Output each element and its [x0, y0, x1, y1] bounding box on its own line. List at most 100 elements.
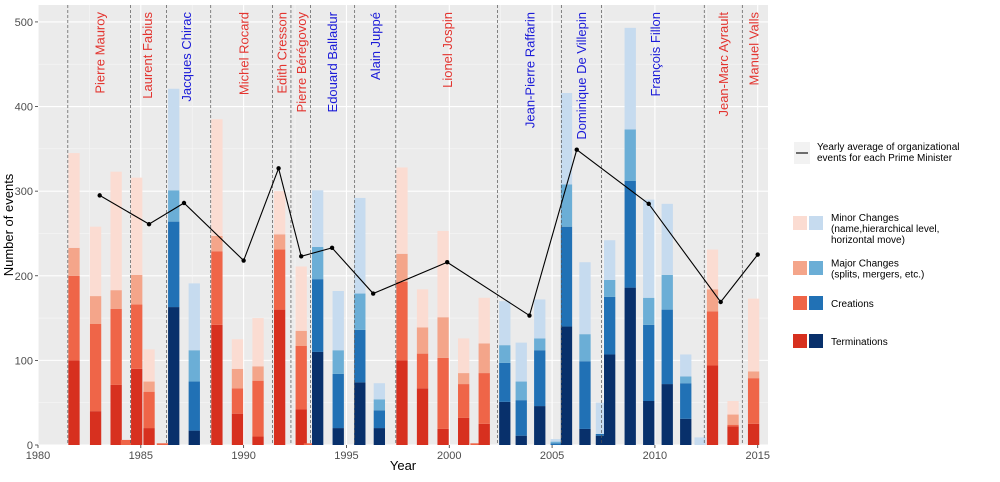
- bar-segment-minor-change: [143, 349, 155, 382]
- bar-segment-creation: [515, 400, 527, 436]
- x-axis-title: Year: [390, 458, 417, 473]
- bar-segment-major-change: [143, 381, 155, 392]
- bar-segment-termination: [624, 287, 636, 445]
- average-point: [574, 147, 579, 152]
- bar-segment-minor-change: [416, 289, 429, 328]
- x-tick-label: 2005: [540, 450, 564, 462]
- pm-label: Alain Juppé: [368, 12, 383, 80]
- legend-item-label: Terminations: [831, 337, 888, 348]
- bar-segment-creation: [373, 410, 386, 429]
- bar-segment-minor-change: [747, 298, 760, 372]
- bar-segment-termination: [131, 368, 143, 445]
- bar-segment-creation: [595, 434, 608, 436]
- bar-segment-creation: [168, 221, 180, 308]
- average-polyline: [99, 148, 759, 317]
- bar-segment-minor-change: [273, 191, 286, 235]
- bar-segment-major-change: [312, 247, 324, 280]
- bar-segment-creation: [604, 296, 616, 355]
- pm-label: Pierre Bérégovoy: [294, 12, 309, 113]
- bar-segment-minor-change: [680, 354, 692, 377]
- bar-segment-creation: [273, 249, 286, 310]
- bar-segment-creation: [295, 346, 307, 410]
- bar-segment-termination: [560, 326, 573, 445]
- bar-segment-major-change: [437, 317, 449, 358]
- legend-swatch-right-major: [809, 261, 823, 275]
- legend-swatch-left-minor: [793, 216, 807, 230]
- legend-item-label: (splits, mergers, etc.): [831, 270, 924, 281]
- bar-segment-termination: [143, 428, 155, 445]
- bar-segment-termination: [110, 384, 122, 445]
- pm-label: Jean-Pierre Raffarin: [522, 12, 537, 128]
- bar-segment-major-change: [131, 274, 143, 305]
- bar-segment-termination: [604, 354, 616, 445]
- legend-swatch-right-minor: [809, 216, 823, 230]
- bar-segment-minor-change: [694, 437, 706, 445]
- bar-segment-termination: [188, 430, 200, 445]
- bars: [68, 27, 760, 445]
- average-point: [276, 166, 281, 171]
- pm-label: Jacques Chirac: [179, 12, 194, 102]
- bar-segment-minor-change: [89, 226, 102, 297]
- bar-segment-minor-change: [661, 203, 673, 275]
- bar-segment-termination: [499, 401, 511, 445]
- average-point: [329, 245, 335, 251]
- bar-segment-creation: [188, 381, 200, 431]
- bar-segment-creation: [661, 309, 673, 385]
- y-tick-label: 100: [15, 355, 33, 367]
- bar-segment-minor-change: [706, 249, 719, 290]
- legend-swatch-left-major: [793, 261, 807, 275]
- average-point: [146, 221, 152, 227]
- pm-labels: Pierre Mauroy Laurent Fabius Jacques Chira…: [93, 11, 762, 139]
- bar-segment-major-change: [515, 381, 527, 401]
- bar-segment-minor-change: [560, 93, 573, 185]
- bar-segment-creation: [252, 380, 264, 437]
- bar-segment-minor-change: [643, 199, 655, 298]
- bar-segment-creation: [478, 373, 490, 424]
- axes: 0 100 200 300 400 500 1980 1985 1990 1995 2000 2005…: [15, 17, 770, 462]
- legend-item-label: Major Changes: [831, 259, 899, 270]
- legend-swatch-left-creation: [793, 296, 807, 310]
- bar-segment-termination: [68, 360, 80, 445]
- bar-segment-minor-change: [534, 299, 546, 339]
- bar-segment-termination: [332, 428, 344, 445]
- bar-segment-major-change: [560, 184, 573, 227]
- bar-segment-minor-change: [478, 297, 490, 344]
- bar-segment-termination: [273, 309, 286, 445]
- bar-segment-major-change: [727, 414, 739, 425]
- bar-segment-minor-change: [727, 401, 739, 415]
- average-point: [445, 260, 450, 265]
- bar-segment-minor-change: [131, 177, 143, 275]
- bar-segment-minor-change: [231, 339, 244, 369]
- pm-label: Pierre Mauroy: [93, 12, 108, 94]
- bar-segment-creation: [312, 279, 324, 352]
- pm-label: Lionel Jospin: [440, 12, 455, 88]
- bar-segment-minor-change: [211, 119, 223, 236]
- bar-segment-termination: [416, 388, 429, 445]
- bar-segment-termination: [396, 360, 408, 445]
- x-tick-label: 1990: [231, 450, 255, 462]
- y-tick-label: 500: [15, 17, 33, 29]
- bar-segment-major-change: [295, 330, 307, 346]
- bar-segment-major-change: [661, 274, 673, 310]
- bar-segment-major-change: [458, 373, 470, 385]
- bar-segment-termination: [680, 418, 692, 445]
- bar-segment-creation: [680, 383, 692, 419]
- bar-segment-minor-change: [624, 27, 636, 130]
- bar-segment-creation: [579, 361, 591, 429]
- legend-swatch-right-termination: [809, 334, 823, 348]
- bar-segment-creation: [143, 391, 155, 429]
- bar-segment-minor-change: [168, 88, 180, 191]
- bar-segment-creation: [747, 378, 760, 424]
- bar-segment-creation: [156, 443, 169, 445]
- legend-line-label: Yearly average of organizational: [817, 142, 960, 153]
- bar-segment-major-change: [706, 289, 719, 312]
- bar-segment-minor-change: [595, 402, 608, 434]
- bar-segment-termination: [643, 401, 655, 445]
- bar-segment-creation: [396, 281, 408, 361]
- bar-segment-termination: [478, 423, 490, 445]
- bar-segment-major-change: [231, 368, 244, 389]
- bar-segment-creation: [437, 357, 449, 429]
- pm-label: Jean-Marc Ayrault: [716, 12, 731, 117]
